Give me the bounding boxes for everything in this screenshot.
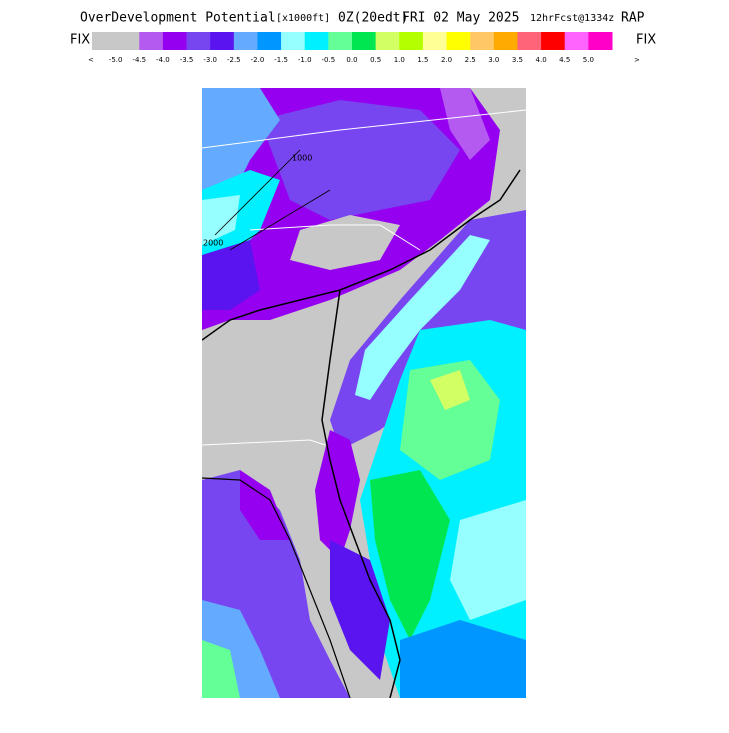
legend-label: 2.5 (465, 56, 476, 64)
legend-swatch (493, 32, 518, 50)
legend-swatch (257, 32, 282, 50)
legend-label: -2.0 (251, 56, 265, 64)
legend-label: 2.0 (441, 56, 452, 64)
legend-label: -3.0 (203, 56, 217, 64)
legend-label: -4.5 (132, 56, 146, 64)
legend-label: -5.0 (109, 56, 123, 64)
contour-label: 2000 (203, 239, 223, 248)
legend-label: 5.0 (583, 56, 594, 64)
legend-label: -1.5 (274, 56, 288, 64)
legend-label: 1.5 (417, 56, 428, 64)
legend-swatch (328, 32, 353, 50)
legend-label: 4.5 (559, 56, 570, 64)
legend-label: 4.0 (536, 56, 547, 64)
legend-swatch (186, 32, 211, 50)
date: FRI 02 May 2025 (402, 11, 519, 26)
forecast: 12hrFcst@1334z (530, 13, 614, 24)
title: OverDevelopment Potential (80, 11, 276, 26)
legend-swatch (541, 32, 566, 50)
legend-label: 0.5 (370, 56, 381, 64)
legend-swatch (517, 32, 542, 50)
units: [x1000ft] (276, 13, 330, 24)
legend-label: 1.0 (394, 56, 405, 64)
valid-time: 0Z(20edt) (338, 11, 408, 26)
legend-swatch (139, 32, 164, 50)
legend-swatch (281, 32, 306, 50)
legend-label: -3.5 (180, 56, 194, 64)
legend-swatch (162, 32, 188, 50)
legend-swatch (588, 32, 613, 50)
legend-right-arrow: > (634, 56, 640, 64)
legend-left-arrow: < (88, 56, 94, 64)
legend-swatch (115, 32, 140, 50)
legend-swatch (446, 32, 471, 50)
legend-swatch (210, 32, 235, 50)
legend-label: 0.0 (346, 56, 357, 64)
legend-swatch (233, 32, 258, 50)
legend-swatch (92, 32, 117, 50)
legend-swatch (304, 32, 329, 50)
legend-label: -4.0 (156, 56, 170, 64)
contour-label: 1000 (292, 154, 312, 163)
legend-label: -0.5 (322, 56, 336, 64)
map: 2000 1000 (202, 88, 526, 698)
legend-swatch (375, 32, 400, 50)
legend-swatch (564, 32, 589, 50)
legend-label: 3.0 (488, 56, 499, 64)
legend-swatch (422, 32, 448, 50)
legend-swatch (399, 32, 424, 50)
legend-label: 3.5 (512, 56, 523, 64)
legend-label: -2.5 (227, 56, 241, 64)
legend-right-label: FIX (636, 33, 656, 48)
legend-swatch (470, 32, 495, 50)
legend-swatch (352, 32, 377, 50)
legend: -5.0 -4.5 -4.0 -3.5 -3.0 -2.5 -2.0 -1.5 -1.0 -0.5… (92, 32, 613, 64)
model: RAP (621, 11, 645, 26)
legend-left-label: FIX (70, 33, 90, 48)
legend-label: -1.0 (298, 56, 312, 64)
